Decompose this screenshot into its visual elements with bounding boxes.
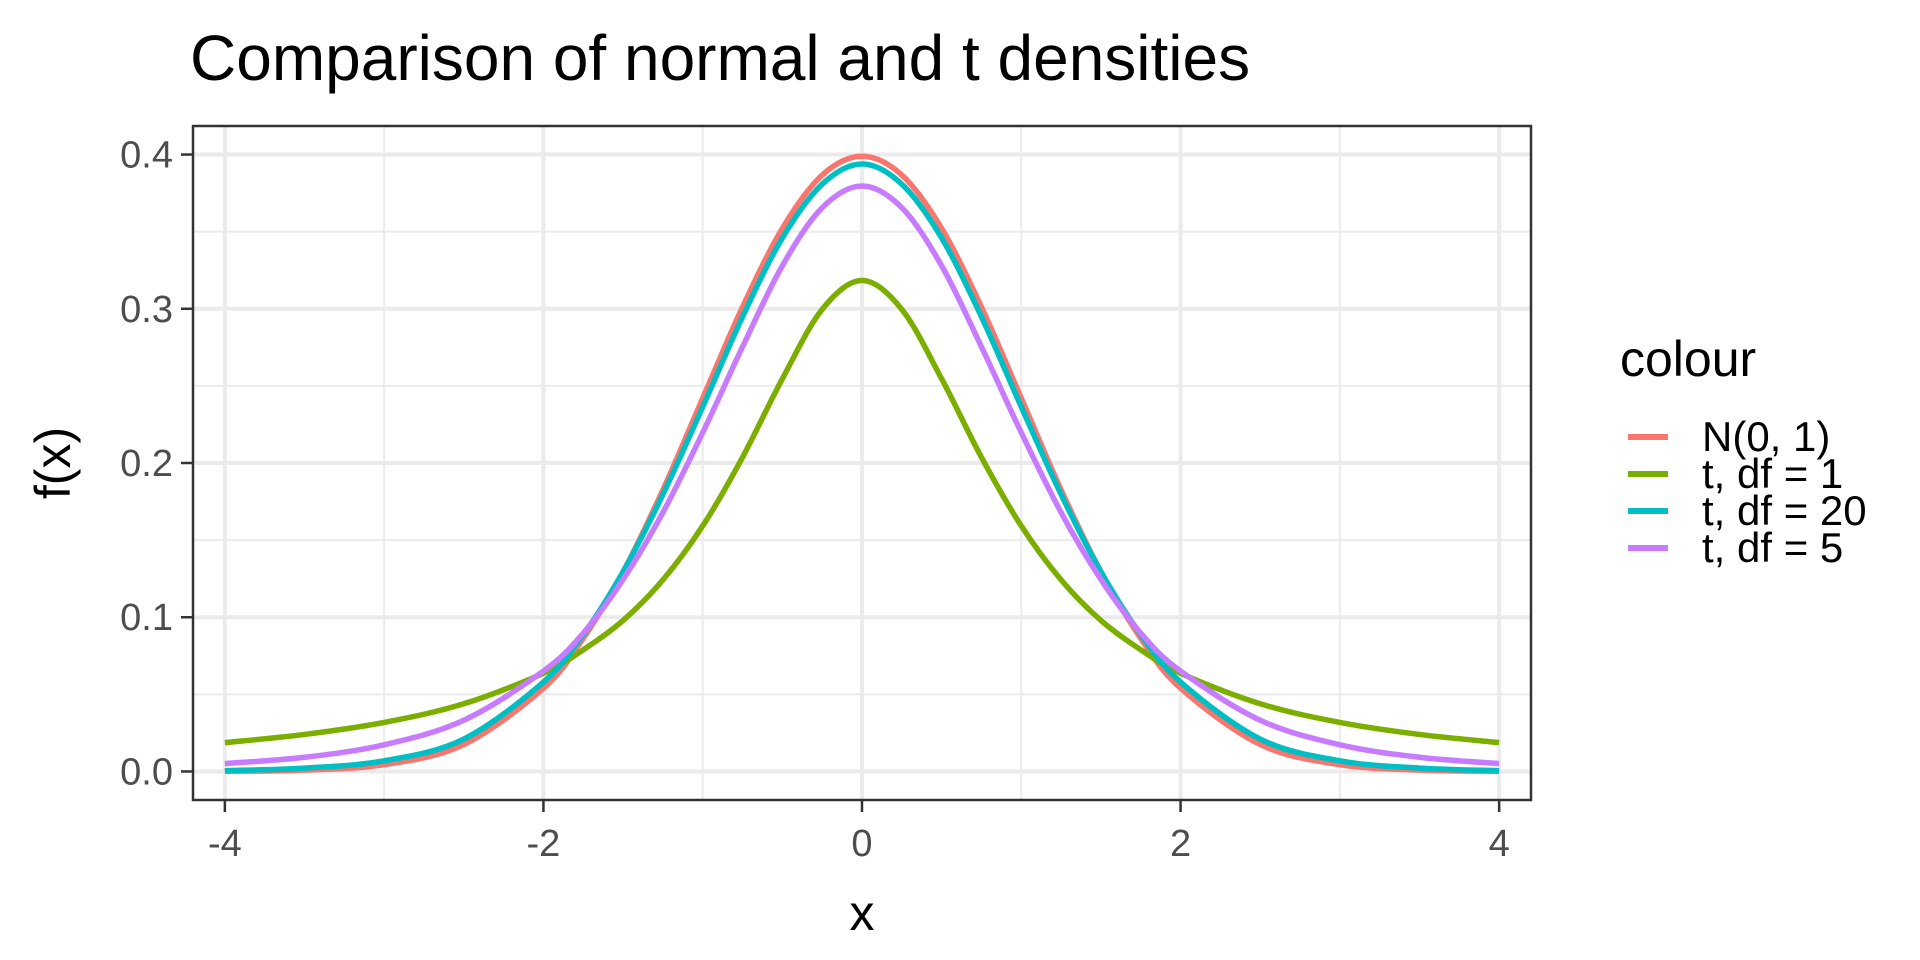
y-tick-label: 0.0 (120, 751, 173, 793)
x-axis: -4 -2 0 2 4 (208, 800, 1510, 865)
legend-label: t, df = 5 (1702, 524, 1843, 571)
legend-label: t, df = 20 (1702, 487, 1867, 534)
x-tick-label: 0 (851, 823, 872, 865)
grid-lines (193, 126, 1531, 800)
series-line-3 (224, 161, 1500, 774)
legend-title: colour (1620, 331, 1756, 387)
y-tick-label: 0.3 (120, 289, 173, 331)
y-tick-label: 0.4 (120, 135, 173, 177)
series-line-4 (224, 183, 1500, 767)
legend-label: N(0, 1) (1702, 413, 1830, 460)
series-lines (224, 153, 1500, 775)
y-axis-title: f(x) (25, 427, 81, 499)
y-tick-label: 0.2 (120, 443, 173, 485)
series-line-1 (224, 153, 1500, 775)
x-tick-label: 2 (1170, 823, 1191, 865)
y-axis: 0.0 0.1 0.2 0.3 0.4 (120, 135, 193, 793)
x-tick-label: -2 (527, 823, 561, 865)
legend-label: t, df = 1 (1702, 450, 1843, 497)
y-tick-label: 0.1 (120, 597, 173, 639)
x-tick-label: 4 (1489, 823, 1510, 865)
x-tick-label: -4 (208, 823, 242, 865)
x-axis-title: x (850, 885, 875, 941)
chart-title: Comparison of normal and t densities (190, 22, 1250, 94)
legend: colour N(0, 1)t, df = 1t, df = 20t, df =… (1620, 331, 1867, 571)
